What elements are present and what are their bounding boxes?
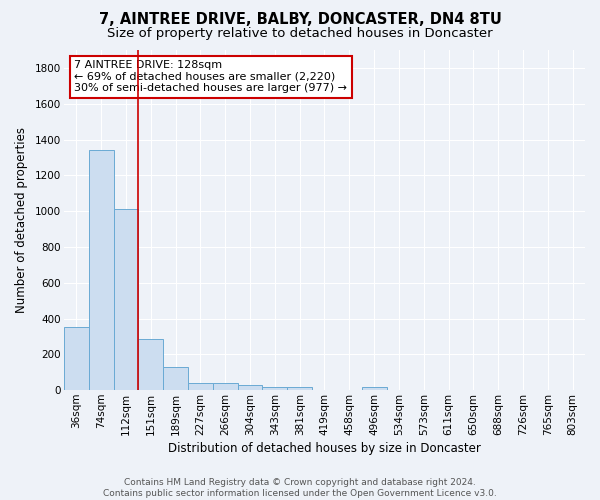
Bar bbox=[188, 382, 213, 390]
Bar bbox=[163, 367, 188, 390]
Bar bbox=[287, 387, 312, 390]
Text: Size of property relative to detached houses in Doncaster: Size of property relative to detached ho… bbox=[107, 28, 493, 40]
Text: 7, AINTREE DRIVE, BALBY, DONCASTER, DN4 8TU: 7, AINTREE DRIVE, BALBY, DONCASTER, DN4 … bbox=[98, 12, 502, 28]
Bar bbox=[362, 387, 386, 390]
Text: Contains HM Land Registry data © Crown copyright and database right 2024.
Contai: Contains HM Land Registry data © Crown c… bbox=[103, 478, 497, 498]
X-axis label: Distribution of detached houses by size in Doncaster: Distribution of detached houses by size … bbox=[168, 442, 481, 455]
Bar bbox=[213, 382, 238, 390]
Bar bbox=[238, 385, 262, 390]
Bar bbox=[113, 210, 139, 390]
Text: 7 AINTREE DRIVE: 128sqm
← 69% of detached houses are smaller (2,220)
30% of semi: 7 AINTREE DRIVE: 128sqm ← 69% of detache… bbox=[74, 60, 347, 94]
Y-axis label: Number of detached properties: Number of detached properties bbox=[15, 127, 28, 313]
Bar bbox=[262, 387, 287, 390]
Bar bbox=[89, 150, 113, 390]
Bar bbox=[64, 326, 89, 390]
Bar bbox=[139, 339, 163, 390]
